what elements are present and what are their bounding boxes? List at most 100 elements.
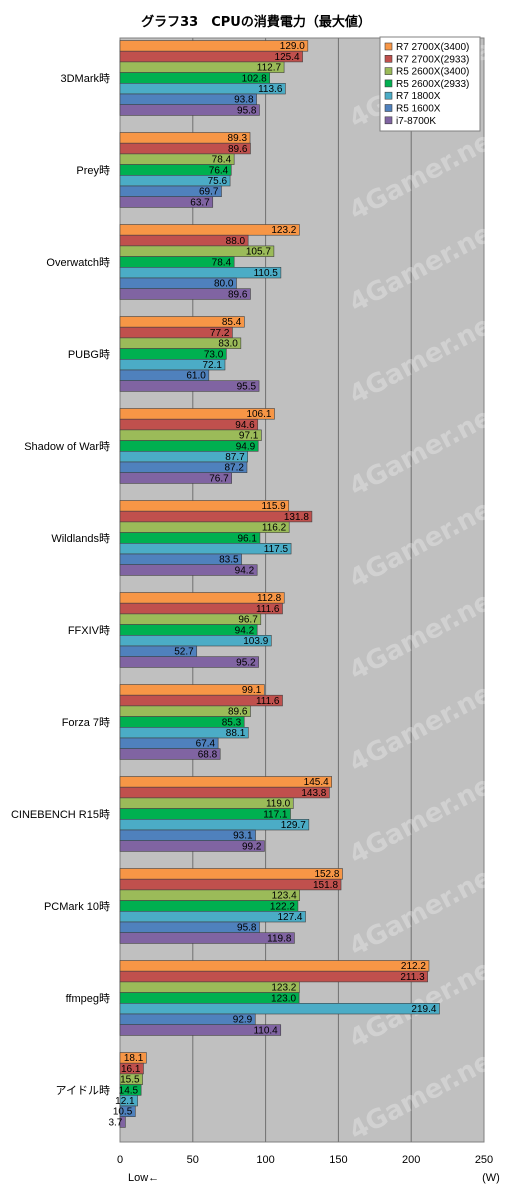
value-label: 123.0	[271, 993, 296, 1004]
value-label: 83.0	[218, 339, 238, 350]
value-label: 111.6	[256, 604, 280, 615]
bar-i7-8700k	[119, 748, 221, 760]
bar-r7-2700x-3400-	[119, 960, 430, 972]
value-label: 95.2	[236, 657, 256, 668]
value-label: 93.1	[233, 831, 253, 842]
value-label: 94.2	[235, 565, 255, 576]
value-label: 119.0	[266, 799, 291, 810]
value-label: 117.1	[263, 809, 288, 820]
bar-r7-2700x-2933-	[119, 970, 428, 983]
value-label: 219.4	[411, 1004, 436, 1015]
value-label: 119.8	[267, 933, 292, 944]
value-label: 63.7	[190, 197, 210, 208]
gridlines	[192, 38, 412, 1142]
value-label: 76.7	[209, 473, 229, 484]
value-label: 111.6	[256, 696, 280, 707]
legend-swatch	[384, 116, 393, 125]
x-tick-label: 0	[117, 1154, 123, 1166]
category-label: Shadow of War時	[24, 440, 110, 453]
value-label: 18.1	[124, 1053, 144, 1064]
category-label: Prey時	[76, 164, 110, 177]
legend-swatch	[384, 67, 393, 75]
value-label: 80.0	[214, 279, 234, 290]
value-label: 113.6	[258, 84, 283, 95]
value-label: 89.6	[228, 144, 248, 155]
value-label: 95.5	[237, 381, 257, 392]
value-label: 83.5	[219, 555, 239, 566]
legend: R7 2700X(3400)R7 2700X(2933) R5 2600X(340…	[379, 36, 481, 132]
value-label: 96.7	[238, 615, 258, 626]
bar-r5-1600x	[119, 1105, 136, 1117]
value-label: 78.4	[212, 155, 232, 166]
value-label: 145.4	[304, 777, 329, 788]
legend-label: R5 2600X(2933)	[396, 79, 469, 90]
plot-area	[119, 37, 485, 1143]
value-label: 14.5	[119, 1085, 139, 1096]
legend-label: R5 1600X	[396, 104, 441, 115]
x-tick-label: 50	[187, 1154, 199, 1166]
value-label: 3.7	[108, 1117, 122, 1128]
category-label: アイドル時	[56, 1084, 110, 1097]
value-label: 69.7	[199, 187, 219, 198]
value-label: 10.5	[113, 1107, 133, 1118]
value-label: 112.7	[257, 63, 282, 74]
value-label: 129.7	[281, 820, 306, 831]
value-label: 131.8	[284, 512, 309, 523]
legend-label: R7 2700X(3400)	[396, 42, 469, 53]
value-label: 95.8	[237, 923, 257, 934]
value-label: 87.7	[225, 452, 245, 463]
bar-i7-8700k	[119, 380, 260, 392]
value-label: 94.9	[236, 441, 256, 452]
value-label: 88.1	[226, 728, 246, 739]
value-label: 68.8	[198, 749, 218, 760]
value-label: 105.7	[246, 247, 271, 258]
bar-i7-8700k	[119, 656, 259, 668]
value-label: 87.2	[224, 463, 244, 474]
category-label: CINEBENCH R15時	[11, 808, 110, 821]
bar-i7-8700k	[119, 288, 251, 300]
bars	[119, 40, 440, 1128]
value-label: 129.0	[280, 41, 305, 52]
value-label: 151.8	[313, 880, 338, 891]
bar-r7-2700x-3400-	[119, 776, 333, 788]
bar-i7-8700k	[119, 472, 232, 484]
value-label: 94.6	[235, 420, 255, 431]
x-tick-label: 200	[402, 1154, 420, 1166]
value-label: 94.2	[235, 625, 255, 636]
category-label: PCMark 10時	[44, 900, 110, 913]
category-label: Forza 7時	[62, 716, 110, 729]
bar-r7-1800x	[119, 1002, 440, 1015]
value-label: 85.3	[222, 717, 242, 728]
x-ticks: 0 50 100 150 200 250	[117, 1154, 493, 1166]
value-label: 112.8	[257, 593, 282, 604]
value-label: 211.3	[400, 972, 425, 983]
value-label: 123.4	[272, 891, 297, 902]
value-label: 12.1	[115, 1096, 135, 1107]
value-label: 125.4	[275, 52, 300, 63]
x-tick-label: 250	[475, 1154, 493, 1166]
value-label: 89.6	[228, 707, 248, 718]
bar-i7-8700k	[119, 1116, 126, 1128]
value-label: 99.1	[242, 685, 262, 696]
value-label: 16.1	[121, 1064, 141, 1075]
value-labels: 129.0125.4112.7102.8113.693.895.889.389.…	[108, 41, 436, 1128]
bar-i7-8700k	[119, 932, 295, 944]
legend-label: i7-8700K	[396, 116, 436, 127]
legend-swatch	[384, 54, 393, 63]
value-label: 117.5	[264, 544, 289, 555]
value-label: 95.8	[237, 105, 257, 116]
value-label: 72.1	[203, 360, 223, 371]
bar-i7-8700k	[119, 1024, 282, 1036]
x-tick-label: 100	[256, 1154, 274, 1166]
category-label: PUBG時	[68, 348, 110, 361]
category-label: FFXIV時	[68, 624, 110, 637]
category-label: Overwatch時	[46, 256, 110, 269]
value-label: 52.7	[174, 647, 194, 658]
x-tick-label: 150	[329, 1154, 347, 1166]
unit-label: (W)	[482, 1172, 500, 1184]
value-label: 78.4	[212, 257, 232, 268]
value-label: 96.1	[237, 533, 257, 544]
value-label: 110.5	[254, 268, 279, 279]
value-label: 143.8	[301, 788, 326, 799]
